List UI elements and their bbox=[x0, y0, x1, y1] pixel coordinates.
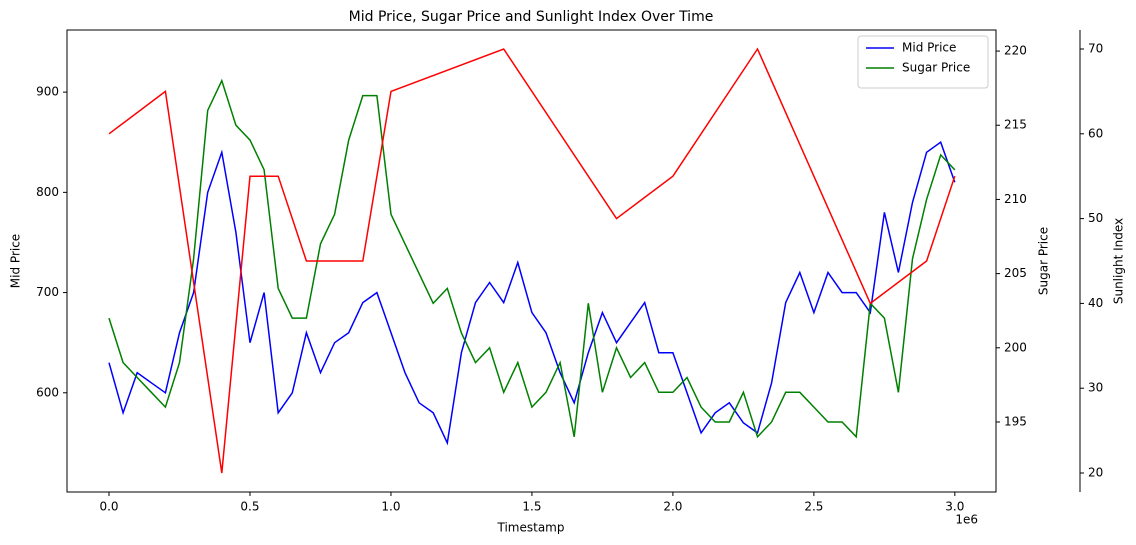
y2-tick-label: 220 bbox=[1004, 44, 1027, 58]
plot-frame bbox=[66, 29, 997, 493]
x-axis-label: Timestamp bbox=[497, 521, 565, 535]
y2-tick-label: 195 bbox=[1004, 414, 1027, 428]
y3-tick-label: 30 bbox=[1088, 381, 1103, 395]
legend-label: Sugar Price bbox=[902, 61, 970, 75]
y3-tick-label: 70 bbox=[1088, 41, 1103, 55]
x-tick-label: 1.0 bbox=[381, 500, 400, 514]
legend-box bbox=[857, 35, 989, 89]
legend-label: Mid Price bbox=[902, 41, 956, 55]
y3-tick-label: 20 bbox=[1088, 466, 1103, 480]
x-offset-label: 1e6 bbox=[955, 513, 978, 527]
x-tick-label: 0.0 bbox=[99, 500, 118, 514]
y2-tick-label: 215 bbox=[1004, 118, 1027, 132]
y3-axis-label: Sunlight Index bbox=[1112, 218, 1126, 304]
x-tick-label: 2.0 bbox=[663, 500, 682, 514]
y3-tick-label: 40 bbox=[1088, 296, 1103, 310]
y-axis-label: Mid Price bbox=[9, 234, 23, 288]
series-line bbox=[108, 141, 956, 446]
y-tick-label: 600 bbox=[36, 385, 59, 399]
y-tick-label: 700 bbox=[36, 285, 59, 299]
x-tick-label: 1.5 bbox=[522, 500, 541, 514]
y3-tick-label: 60 bbox=[1088, 126, 1103, 140]
x-tick-label: 3.0 bbox=[945, 500, 964, 514]
y2-tick-label: 210 bbox=[1004, 192, 1027, 206]
y2-axis-label: Sugar Price bbox=[1037, 227, 1051, 295]
series-line bbox=[108, 78, 956, 439]
y2-tick-label: 200 bbox=[1004, 340, 1027, 354]
x-tick-label: 2.5 bbox=[804, 500, 823, 514]
y-tick-label: 800 bbox=[36, 185, 59, 199]
y3-tick-label: 50 bbox=[1088, 211, 1103, 225]
x-tick-label: 0.5 bbox=[240, 500, 259, 514]
chart-title: Mid Price, Sugar Price and Sunlight Inde… bbox=[349, 9, 714, 25]
y-tick-label: 900 bbox=[36, 85, 59, 99]
series-line bbox=[108, 47, 956, 474]
y2-tick-label: 205 bbox=[1004, 266, 1027, 280]
